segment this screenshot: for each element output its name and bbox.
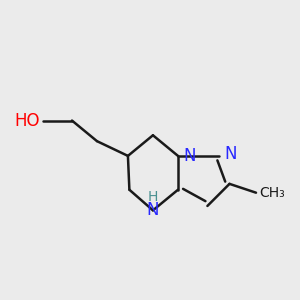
Text: H: H xyxy=(148,190,158,205)
Text: CH₃: CH₃ xyxy=(259,186,285,200)
Text: HO: HO xyxy=(14,112,40,130)
Text: N: N xyxy=(183,147,196,165)
Text: N: N xyxy=(147,201,159,219)
Text: N: N xyxy=(224,145,237,163)
